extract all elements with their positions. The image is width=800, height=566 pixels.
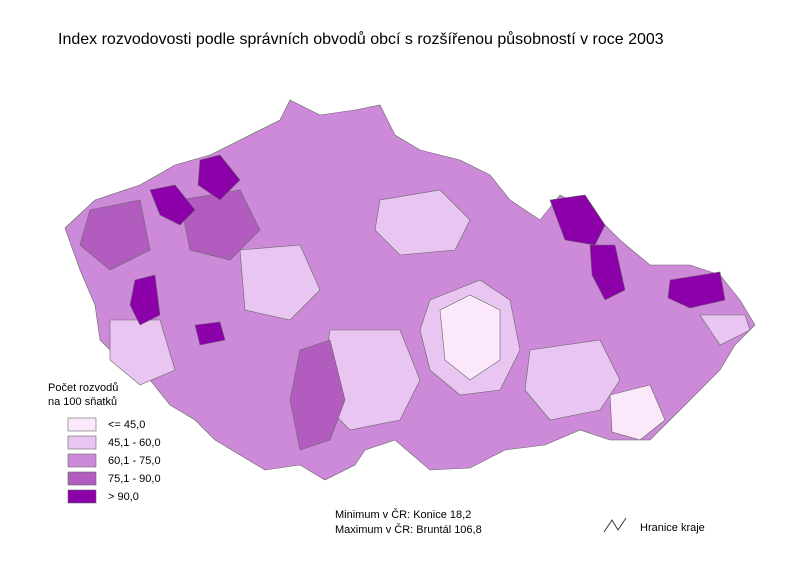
region	[194, 321, 226, 346]
region	[439, 294, 501, 381]
legend-label: 75,1 - 90,0	[108, 473, 161, 485]
legend-label: 60,1 - 75,0	[108, 455, 161, 467]
region	[374, 189, 471, 256]
note: Minimum v ČR: Konice 18,2	[335, 508, 471, 521]
region	[667, 271, 726, 309]
note: Maximum v ČR: Bruntál 106,8	[335, 523, 482, 536]
legend-title: na 100 sňatků	[48, 396, 117, 408]
region	[589, 244, 626, 301]
boundary-legend: Hranice kraje	[640, 522, 705, 534]
legend-swatch	[67, 471, 97, 486]
region	[179, 189, 261, 261]
region	[239, 244, 321, 321]
map	[64, 99, 756, 481]
region	[109, 319, 176, 386]
region	[289, 339, 346, 451]
region	[79, 199, 151, 271]
region	[149, 184, 196, 226]
map-title: Index rozvodovosti podle správních obvod…	[58, 30, 664, 48]
legend-label: 45,1 - 60,0	[108, 437, 161, 449]
region	[129, 274, 161, 326]
region	[524, 339, 621, 421]
region	[549, 194, 606, 246]
legend-label: <= 45,0	[108, 419, 145, 431]
legend-swatch	[67, 435, 97, 450]
region	[197, 154, 241, 201]
region	[609, 384, 666, 441]
region	[699, 314, 751, 346]
legend-title: Počet rozvodů	[48, 382, 118, 394]
boundary-symbol	[603, 517, 627, 533]
legend-swatch	[67, 453, 97, 468]
legend: Počet rozvodů na 100 sňatků <= 45,0 45,1 …	[48, 382, 161, 504]
legend-label: > 90,0	[108, 491, 139, 503]
legend-swatch	[67, 417, 97, 432]
legend-swatch	[67, 489, 97, 504]
